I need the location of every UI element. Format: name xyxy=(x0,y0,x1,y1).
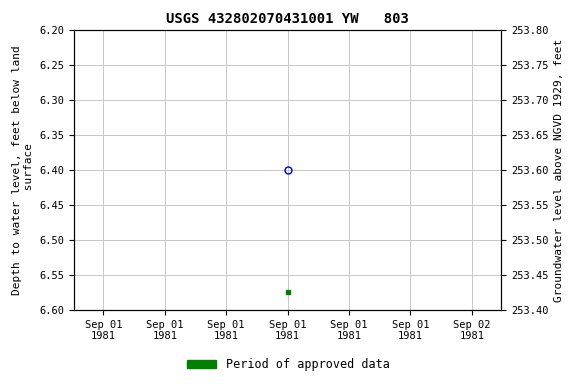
Y-axis label: Groundwater level above NGVD 1929, feet: Groundwater level above NGVD 1929, feet xyxy=(554,38,564,301)
Title: USGS 432802070431001 YW   803: USGS 432802070431001 YW 803 xyxy=(166,12,409,26)
Legend: Period of approved data: Period of approved data xyxy=(182,354,394,376)
Y-axis label: Depth to water level, feet below land
 surface: Depth to water level, feet below land su… xyxy=(12,45,33,295)
